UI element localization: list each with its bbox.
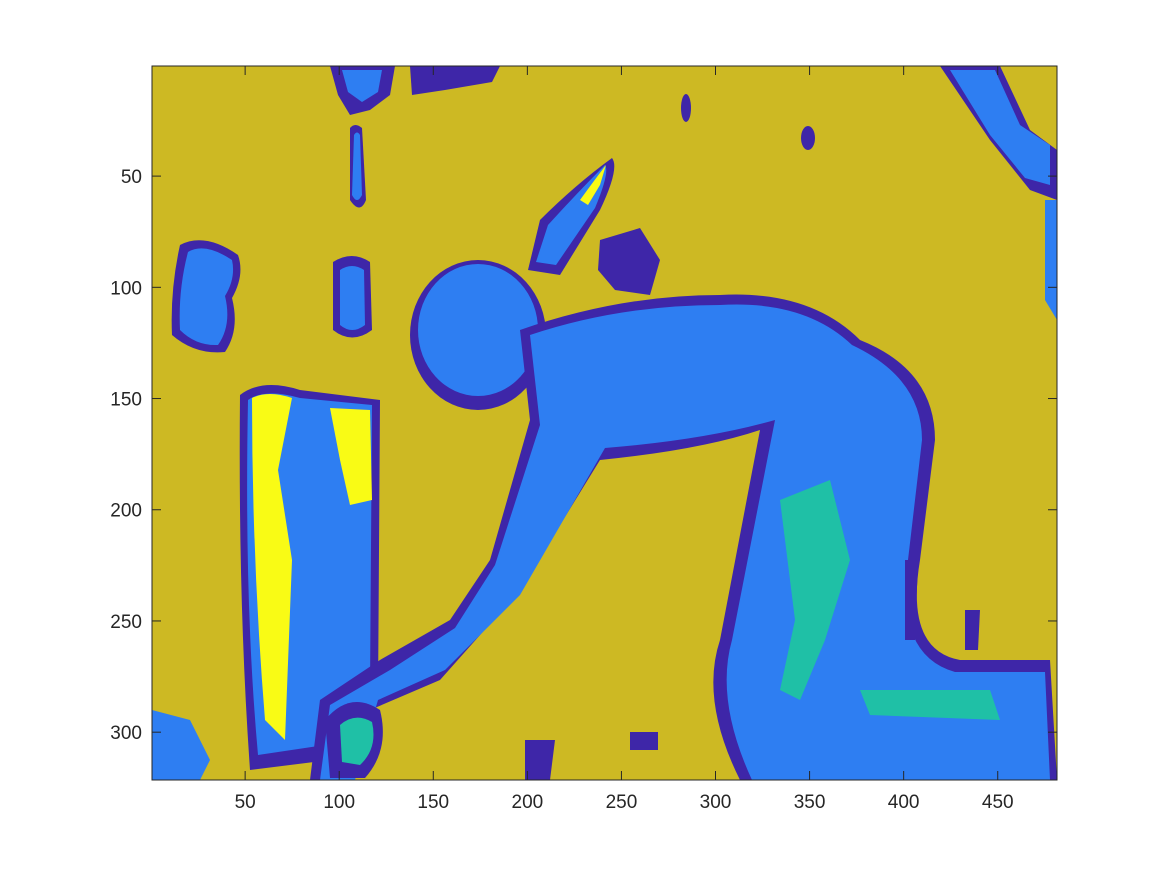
region-dark-cluster [598, 228, 660, 295]
region-hand-teal [340, 717, 374, 765]
y-tick-label-250: 250 [110, 612, 142, 633]
region-left-object-yellow2 [330, 408, 372, 505]
x-tick-label-100: 100 [323, 792, 355, 813]
region-upper-bar-inner [352, 132, 362, 200]
region-right-legs-2 [965, 610, 980, 650]
x-tick-label-250: 250 [606, 792, 638, 813]
heatmap-regions [152, 66, 1057, 780]
y-tick-label-200: 200 [110, 501, 142, 522]
region-top-dark [410, 66, 500, 95]
x-axis-ticks: 50 100 150 200 250 300 350 400 450 [235, 66, 1014, 813]
region-top-blob-inner [342, 70, 382, 102]
region-right-legs [905, 560, 918, 640]
region-left-object-yellow [252, 394, 292, 740]
plot-area [152, 66, 1057, 780]
x-tick-label-300: 300 [700, 792, 732, 813]
x-tick-label-350: 350 [794, 792, 826, 813]
axes-frame [151, 65, 1058, 781]
y-axis-ticks: 50 100 150 200 250 300 [110, 167, 1057, 744]
region-floor-block [630, 732, 658, 750]
region-right-edge [1045, 200, 1057, 320]
region-small-blob-2 [681, 94, 691, 122]
y-tick-label-300: 300 [110, 723, 142, 744]
region-body-teal [780, 480, 850, 700]
region-body-teal2 [860, 690, 1000, 720]
region-capsule-inner [340, 266, 365, 330]
region-left-blob-inner [179, 248, 234, 346]
region-small-blob-1 [801, 126, 815, 150]
x-tick-label-400: 400 [888, 792, 920, 813]
region-floor-left [152, 710, 210, 780]
region-body [320, 304, 1050, 780]
region-top-right-blue [950, 70, 1050, 185]
y-tick-label-50: 50 [121, 167, 142, 188]
x-tick-label-50: 50 [235, 792, 256, 813]
y-tick-label-100: 100 [110, 278, 142, 299]
region-neck-yellow [580, 165, 606, 205]
region-head [418, 264, 538, 396]
x-tick-label-200: 200 [512, 792, 544, 813]
y-tick-label-150: 150 [110, 390, 142, 411]
region-floor-dark [525, 740, 555, 780]
x-tick-label-450: 450 [982, 792, 1014, 813]
x-tick-label-150: 150 [417, 792, 449, 813]
